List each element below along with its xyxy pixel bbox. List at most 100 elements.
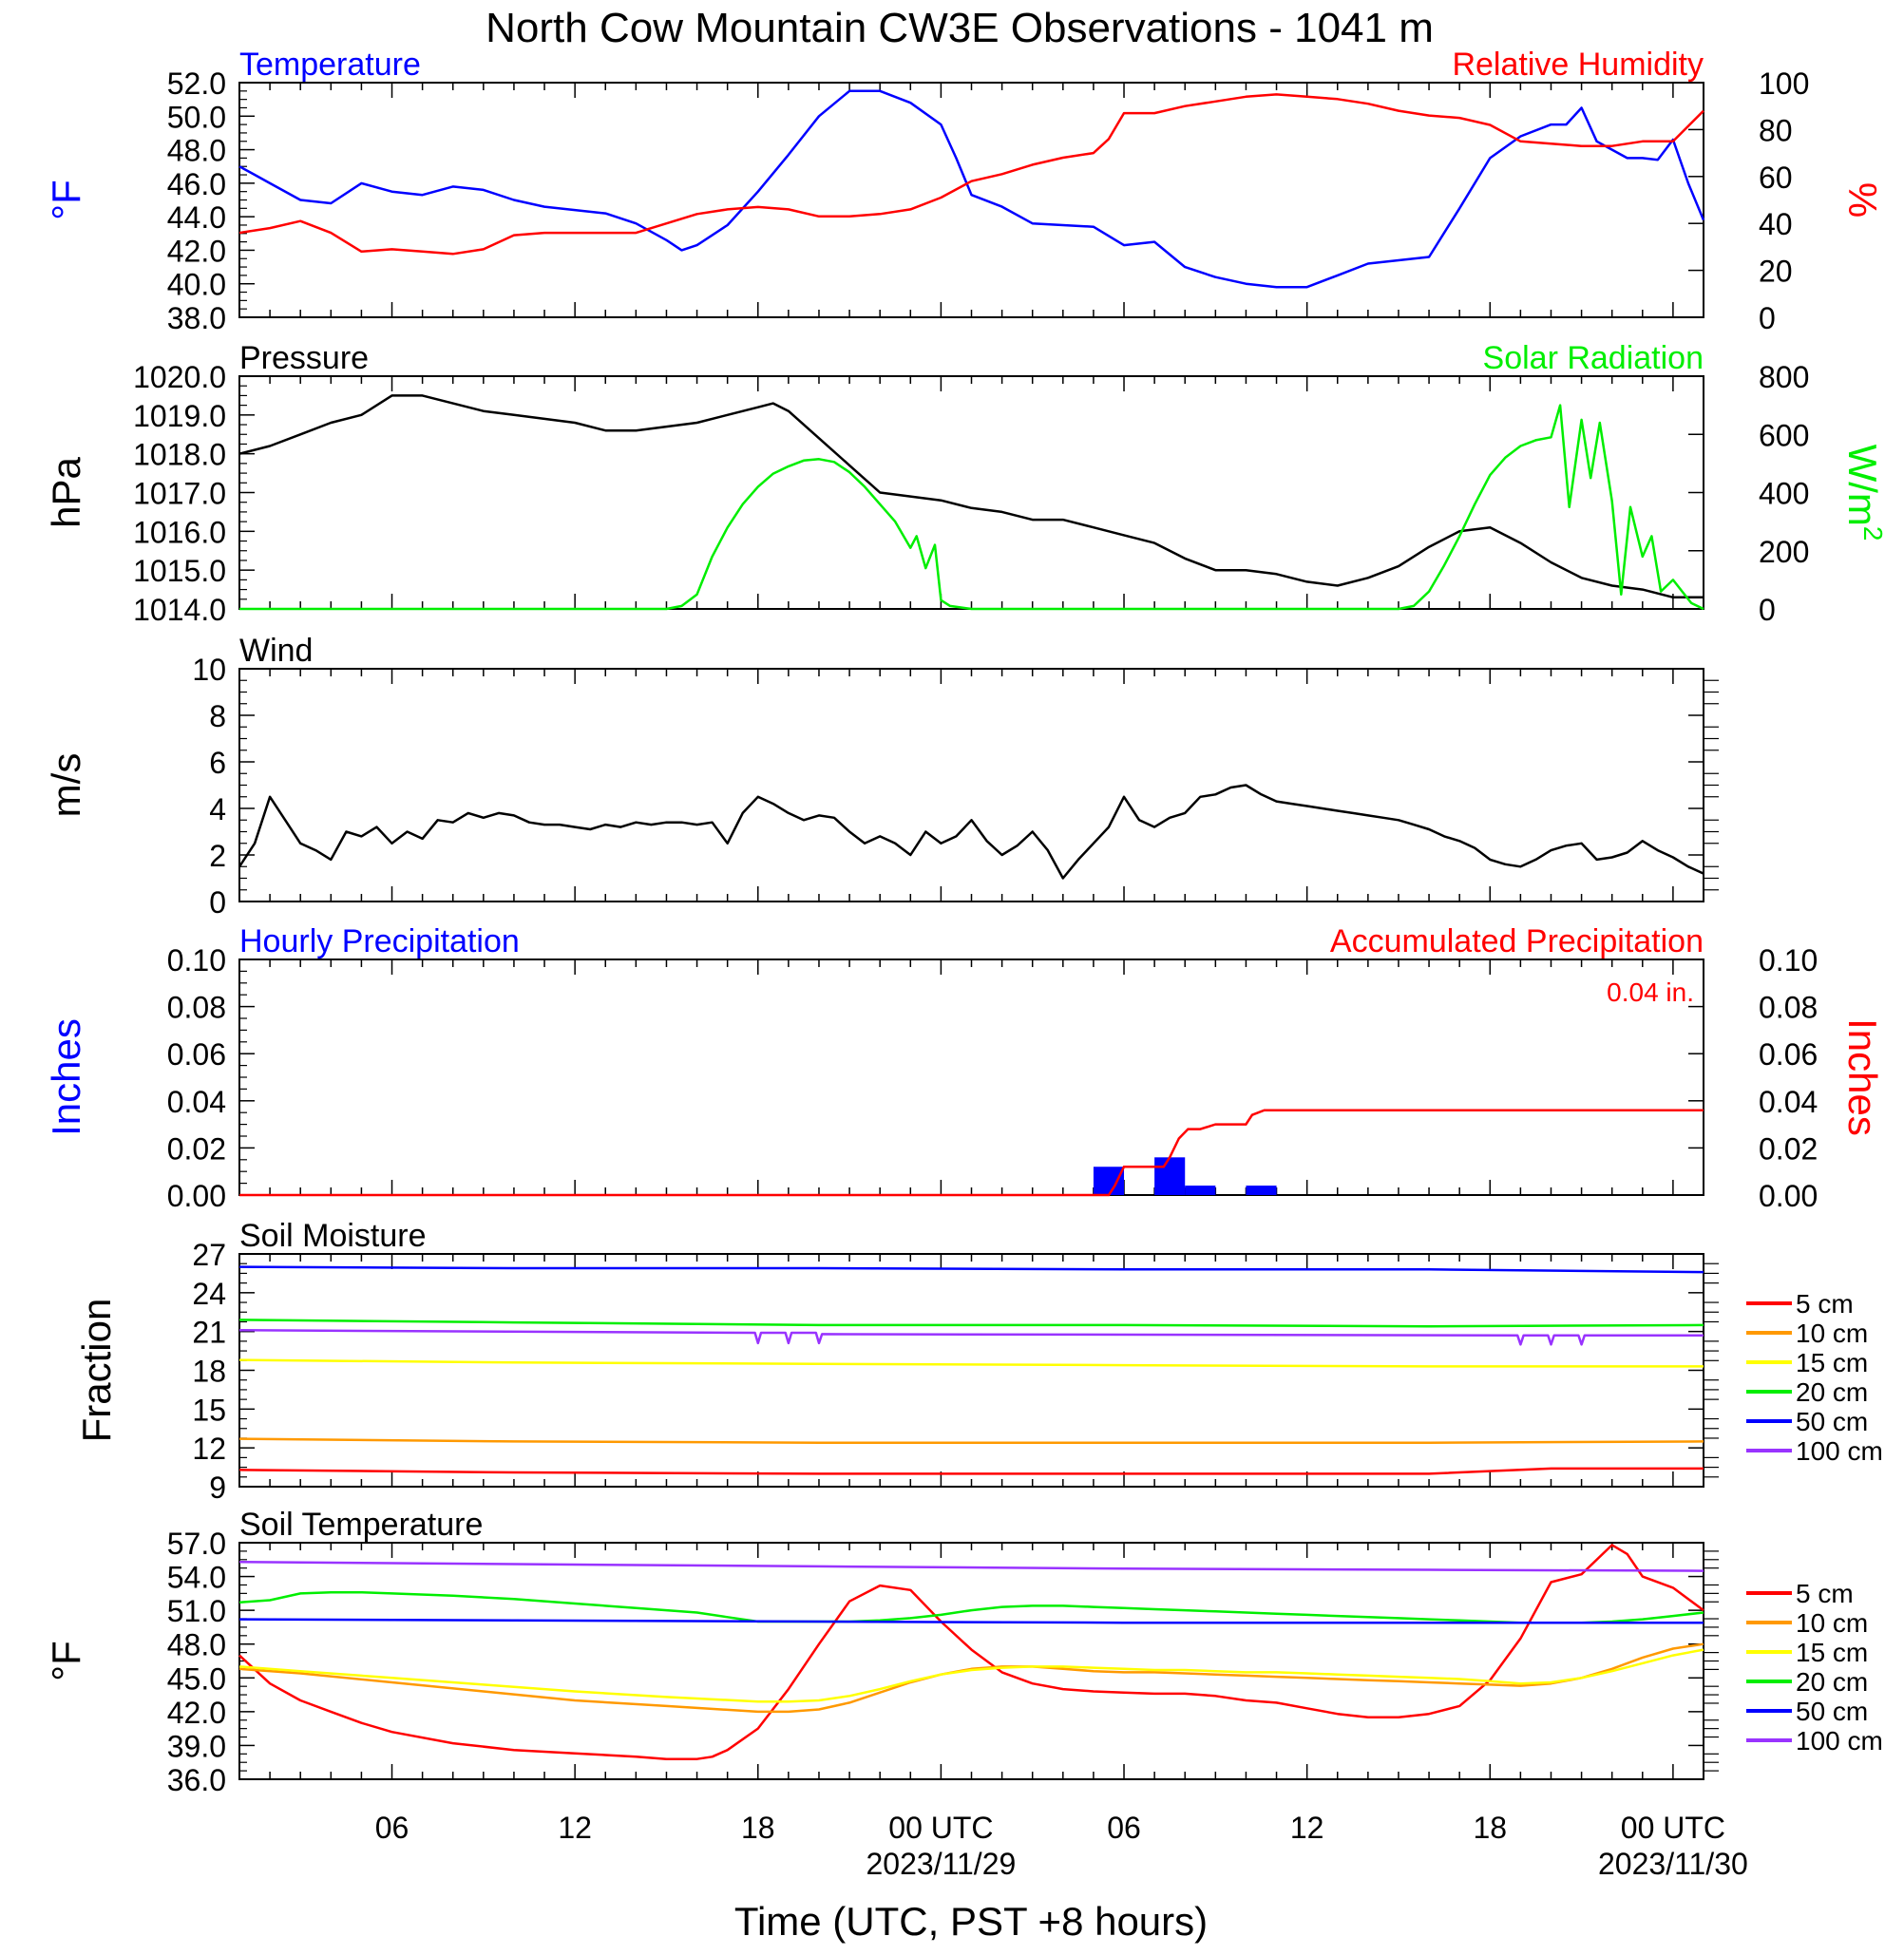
x-date-label: 2023/11/30 bbox=[1598, 1847, 1748, 1881]
y-tick-label-right: 0.00 bbox=[1759, 1179, 1818, 1213]
x-tick-label: 06 bbox=[1107, 1811, 1141, 1845]
y-tick-label-left: 18 bbox=[192, 1355, 226, 1389]
y-tick-label-right: 0.04 bbox=[1759, 1085, 1818, 1119]
panel-wind: 0 2 4 6 8 10 Wind m/s bbox=[44, 633, 1719, 920]
y-tick-label-left: 2 bbox=[209, 839, 226, 873]
y-tick-label-left: 9 bbox=[209, 1471, 226, 1505]
legend-label: 5 cm bbox=[1796, 1579, 1854, 1608]
x-axis-label: Time (UTC, PST +8 hours) bbox=[734, 1899, 1208, 1944]
panel-title-left: Soil Moisture bbox=[239, 1218, 427, 1254]
series-line-15cm bbox=[238, 1358, 1704, 1368]
y-tick-label-left: 6 bbox=[209, 746, 226, 780]
series-line-solar bbox=[239, 404, 1704, 611]
x-tick-label: 00 UTC bbox=[888, 1811, 993, 1845]
x-tick-label: 06 bbox=[375, 1811, 409, 1845]
panel-title-right: Accumulated Precipitation bbox=[1330, 923, 1704, 959]
precip-bar bbox=[1246, 1186, 1277, 1195]
series-line-50cm bbox=[238, 1265, 1704, 1274]
legend-label: 5 cm bbox=[1796, 1289, 1854, 1319]
legend-label: 10 cm bbox=[1796, 1608, 1868, 1638]
y-tick-label-left: 1017.0 bbox=[133, 477, 226, 511]
y-tick-label-left: 39.0 bbox=[167, 1729, 226, 1763]
y-tick-label-left: 10 bbox=[192, 653, 226, 687]
precip-bar bbox=[1154, 1157, 1186, 1195]
panel-soil_temp: 36.039.042.045.048.051.054.057.0 Soil Tem… bbox=[44, 1507, 1883, 1881]
y-tick-label-left: 1020.0 bbox=[133, 360, 226, 394]
y-axis-label-left: °F bbox=[44, 180, 88, 219]
y-tick-label-left: 0 bbox=[209, 885, 226, 920]
y-tick-label-right: 20 bbox=[1759, 255, 1793, 289]
panel-title-left: Soil Temperature bbox=[239, 1507, 483, 1543]
y-tick-label-left: 54.0 bbox=[167, 1561, 226, 1595]
x-tick-label: 12 bbox=[1290, 1811, 1324, 1845]
series-line-20cm bbox=[238, 1590, 1704, 1624]
y-tick-label-left: 57.0 bbox=[167, 1527, 226, 1561]
y-tick-label-left: 27 bbox=[192, 1238, 226, 1272]
y-tick-label-left: 15 bbox=[192, 1393, 226, 1427]
accumulated-total-label: 0.04 in. bbox=[1607, 978, 1694, 1007]
y-tick-label-left: 42.0 bbox=[167, 1696, 226, 1730]
series-line-5cm bbox=[238, 1544, 1704, 1760]
y-axis-label-left: m/s bbox=[44, 753, 88, 818]
accumulated-precip-line bbox=[239, 1109, 1704, 1197]
y-axis-label-left: Fraction bbox=[74, 1299, 119, 1443]
y-tick-label-left: 40.0 bbox=[167, 268, 226, 302]
y-tick-label-left: 12 bbox=[192, 1432, 226, 1466]
y-tick-label-left: 50.0 bbox=[167, 100, 226, 134]
y-tick-label-left: 0.00 bbox=[167, 1179, 226, 1213]
panel-title-right: Solar Radiation bbox=[1483, 340, 1704, 376]
x-tick-label: 18 bbox=[741, 1811, 775, 1845]
y-tick-label-left: 48.0 bbox=[167, 134, 226, 168]
y-tick-label-right: 0.10 bbox=[1759, 943, 1818, 978]
legend-label: 15 cm bbox=[1796, 1638, 1868, 1667]
y-tick-label-right: 0.08 bbox=[1759, 991, 1818, 1025]
y-tick-label-right: 400 bbox=[1759, 477, 1809, 511]
y-tick-label-left: 24 bbox=[192, 1277, 226, 1311]
y-tick-label-right: 0 bbox=[1759, 593, 1776, 627]
y-axis-label-right: Inches bbox=[1840, 1018, 1885, 1136]
series-line-100cm bbox=[238, 1329, 1704, 1346]
y-tick-label-left: 52.0 bbox=[167, 66, 226, 101]
legend-label: 20 cm bbox=[1796, 1667, 1868, 1697]
y-tick-label-left: 0.08 bbox=[167, 991, 226, 1025]
series-line-5cm bbox=[238, 1467, 1704, 1475]
y-tick-label-right: 200 bbox=[1759, 535, 1809, 569]
y-tick-label-right: 60 bbox=[1759, 161, 1793, 195]
precip-bar bbox=[1093, 1167, 1125, 1195]
legend-label: 15 cm bbox=[1796, 1348, 1868, 1377]
panel-title-left: Wind bbox=[239, 633, 313, 669]
y-tick-label-right: 0 bbox=[1759, 301, 1776, 335]
series-line-15cm bbox=[238, 1648, 1704, 1703]
x-tick-label: 12 bbox=[558, 1811, 592, 1845]
y-tick-label-right: 800 bbox=[1759, 360, 1809, 394]
panel-title-right: Relative Humidity bbox=[1452, 47, 1704, 83]
series-line-humidity bbox=[238, 93, 1704, 256]
y-tick-label-left: 38.0 bbox=[167, 301, 226, 335]
series-line-100cm bbox=[238, 1560, 1704, 1572]
y-tick-label-left: 4 bbox=[209, 792, 226, 826]
legend-label: 50 cm bbox=[1796, 1407, 1868, 1436]
series-line-50cm bbox=[238, 1618, 1704, 1624]
y-tick-label-right: 80 bbox=[1759, 113, 1793, 147]
y-axis-label-left: °F bbox=[44, 1641, 88, 1680]
y-tick-label-left: 46.0 bbox=[167, 167, 226, 201]
panel-pressure_solar: 1014.0 1015.0 1016.0 1017.0 1018.0 1019.0 1020… bbox=[44, 340, 1888, 627]
panel-temp_rh: 38.040.042.044.046.048.050.052.0 0 20 40 60 8… bbox=[44, 47, 1885, 335]
panel-precip: 0.00 0.02 0.04 0.06 0.08 0.10 0.00 0.02 0.04 0.06… bbox=[44, 923, 1885, 1213]
y-tick-label-right: 600 bbox=[1759, 418, 1809, 452]
legend-label: 50 cm bbox=[1796, 1697, 1868, 1726]
y-tick-label-left: 48.0 bbox=[167, 1628, 226, 1662]
x-tick-label: 00 UTC bbox=[1621, 1811, 1725, 1845]
y-tick-label-left: 45.0 bbox=[167, 1661, 226, 1696]
y-tick-label-left: 1014.0 bbox=[133, 593, 226, 627]
y-tick-label-left: 51.0 bbox=[167, 1594, 226, 1628]
y-tick-label-left: 1015.0 bbox=[133, 554, 226, 588]
y-tick-label-left: 0.04 bbox=[167, 1085, 226, 1119]
y-axis-label-left: Inches bbox=[44, 1018, 88, 1136]
series-line-10cm bbox=[238, 1437, 1704, 1444]
y-axis-label-right: W/m2 bbox=[1840, 445, 1888, 541]
y-tick-label-right: 40 bbox=[1759, 207, 1793, 241]
